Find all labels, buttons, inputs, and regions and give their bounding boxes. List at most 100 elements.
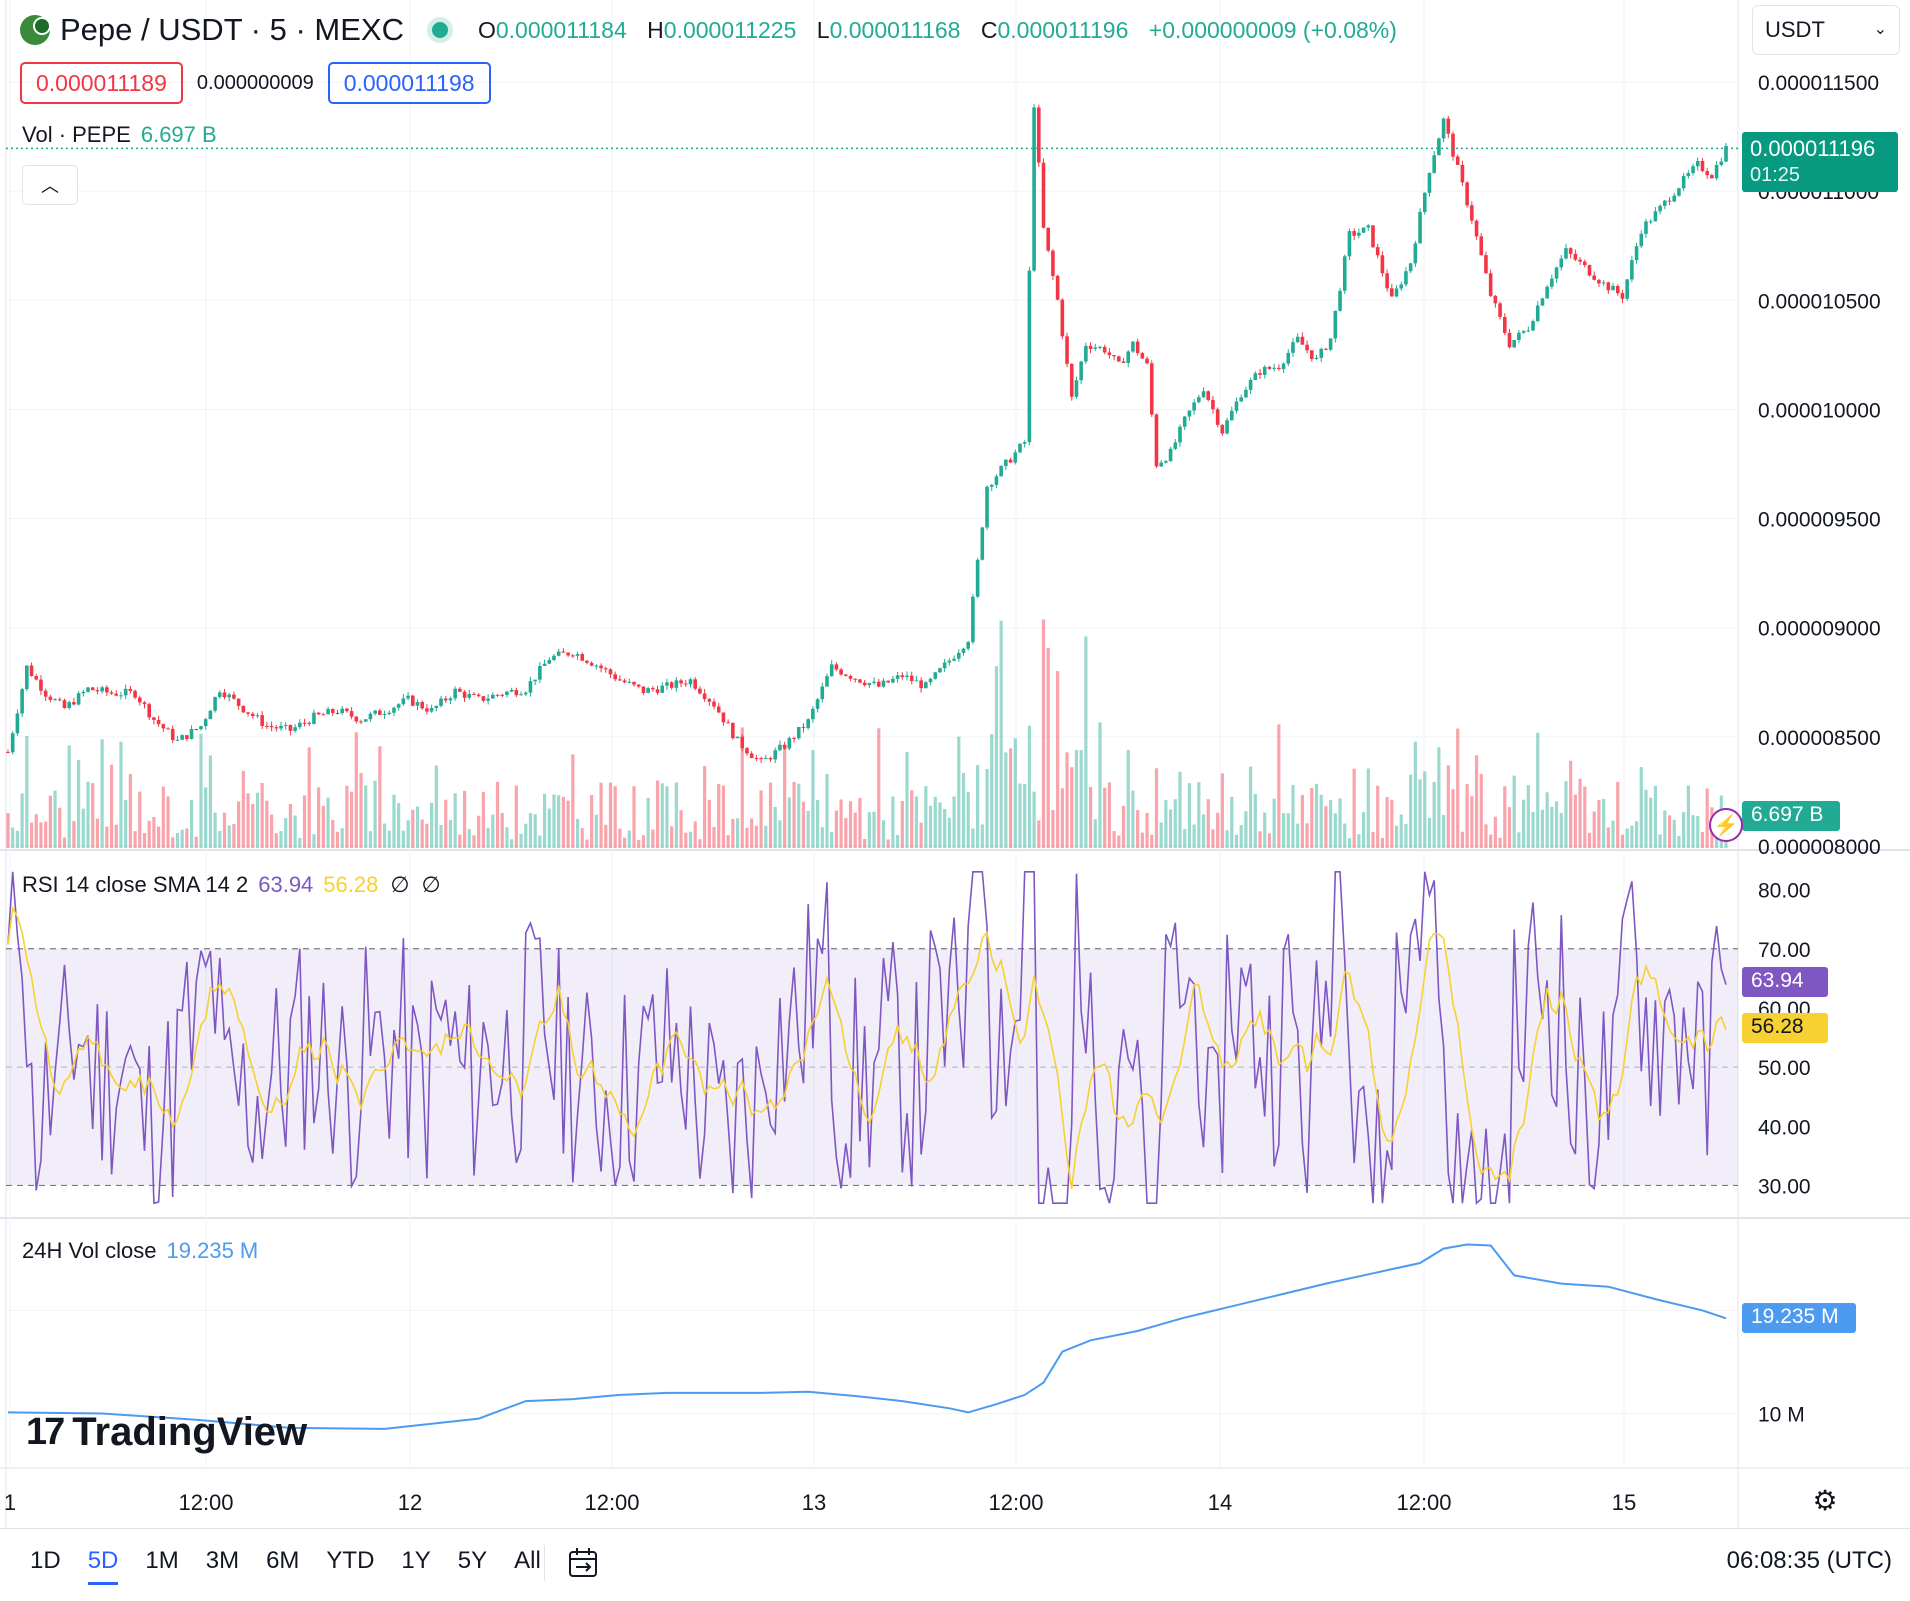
- volume-bar: [467, 828, 471, 848]
- candle-body: [1578, 259, 1582, 262]
- range-button-1d[interactable]: 1D: [30, 1547, 61, 1574]
- volume-bar: [514, 785, 518, 848]
- candle-body: [1135, 341, 1140, 354]
- range-button-5d[interactable]: 5D: [87, 1547, 119, 1585]
- candle-body: [1474, 220, 1479, 237]
- candle-body: [1380, 255, 1385, 274]
- symbol-title[interactable]: Pepe / USDT · 5 · MEXC: [60, 12, 404, 47]
- volume-bar: [1526, 785, 1530, 848]
- volume-bar: [1474, 755, 1479, 848]
- buy-button[interactable]: 0.000011198: [327, 62, 491, 104]
- spread-value: 0.000000009: [196, 71, 314, 94]
- volume-bar: [81, 808, 85, 848]
- range-button-6m[interactable]: 6M: [266, 1547, 300, 1574]
- rsi-badge: 63.94: [1742, 967, 1828, 997]
- candle-body: [547, 660, 552, 664]
- volume-bar: [1206, 799, 1210, 848]
- range-button-1y[interactable]: 1Y: [401, 1547, 431, 1574]
- volume-bar: [976, 765, 980, 848]
- volume-bar: [1667, 815, 1672, 848]
- volume-bar: [900, 800, 904, 848]
- volume-bar: [1220, 773, 1224, 848]
- volume-bar: [646, 797, 650, 848]
- volume-bar: [825, 773, 829, 848]
- volume-bar: [1037, 820, 1041, 848]
- volume-bar: [105, 826, 109, 848]
- range-button-3m[interactable]: 3M: [205, 1547, 240, 1574]
- calendar-icon[interactable]: [566, 1545, 602, 1581]
- volume-bar: [1564, 781, 1568, 848]
- collapse-legend-button[interactable]: ︿: [22, 165, 78, 205]
- utc-clock[interactable]: 06:08:35 (UTC): [1726, 1547, 1892, 1574]
- candle-body: [1639, 233, 1644, 247]
- candle-body: [528, 681, 533, 693]
- candle-body: [1710, 175, 1714, 179]
- candle-body: [806, 719, 810, 729]
- candle-body: [1319, 348, 1324, 358]
- volume-legend[interactable]: Vol · PEPE 6.697 B: [22, 122, 217, 148]
- candle-body: [1540, 298, 1545, 306]
- volume-bar: [1573, 794, 1577, 848]
- volume-bar: [1540, 809, 1545, 848]
- volume-bar: [237, 801, 241, 848]
- range-button-5y[interactable]: 5Y: [457, 1547, 488, 1574]
- rsi-legend[interactable]: RSI 14 close SMA 14 2 63.94 56.28 ∅ ∅: [22, 872, 441, 898]
- lightning-icon[interactable]: ⚡: [1709, 808, 1743, 842]
- candle-body: [674, 680, 679, 688]
- tradingview-logo[interactable]: 17 TradingView: [26, 1410, 307, 1455]
- vol24-legend[interactable]: 24H Vol close 19.235 M: [22, 1238, 258, 1264]
- candle-body: [1069, 363, 1074, 397]
- volume-bar: [430, 802, 434, 848]
- volume-bar: [317, 787, 321, 848]
- volume-bar: [778, 820, 782, 848]
- range-button-ytd[interactable]: YTD: [326, 1547, 375, 1574]
- volume-bar: [783, 745, 787, 848]
- candle-body: [1197, 397, 1201, 403]
- volume-bar: [302, 795, 307, 848]
- candle-body: [1328, 338, 1333, 350]
- volume-bar: [1686, 785, 1690, 848]
- candle-body: [693, 679, 697, 689]
- volume-bar: [171, 837, 175, 848]
- candle-body: [1427, 172, 1432, 193]
- candle-body: [1413, 243, 1418, 264]
- volume-bar: [345, 785, 349, 848]
- currency-select[interactable]: USDT ⌄: [1752, 5, 1900, 55]
- sell-button[interactable]: 0.000011189: [20, 62, 183, 104]
- volume-bar: [787, 797, 791, 848]
- volume-bar: [910, 790, 914, 848]
- candle-body: [1460, 164, 1465, 183]
- candle-body: [1192, 402, 1196, 411]
- candle-body: [1526, 330, 1531, 332]
- candle-body: [1399, 284, 1404, 289]
- candle-body: [1258, 373, 1262, 375]
- volume-bar: [477, 815, 481, 848]
- candle-body: [679, 680, 683, 684]
- volume-bar: [566, 800, 570, 848]
- candle-body: [439, 698, 443, 706]
- candle-body: [1107, 352, 1112, 356]
- volume-bar: [1249, 766, 1253, 848]
- candle-body: [1178, 426, 1182, 443]
- range-button-1m[interactable]: 1M: [145, 1547, 179, 1574]
- volume-bar: [1004, 752, 1008, 848]
- time-tick-label: 13: [802, 1490, 826, 1515]
- volume-bar: [815, 799, 820, 848]
- volume-bar: [1300, 794, 1304, 848]
- volume-bar: [594, 814, 598, 848]
- volume-bar: [1103, 787, 1107, 848]
- settings-gear-icon[interactable]: ⚙: [1812, 1485, 1838, 1516]
- candle-body: [476, 694, 481, 697]
- volume-bar: [109, 764, 114, 848]
- candle-body: [975, 559, 980, 597]
- volume-bar: [1211, 829, 1215, 848]
- candle-body: [302, 722, 307, 724]
- volume-bar: [1281, 813, 1286, 848]
- rsi-tick-label: 80.00: [1758, 880, 1811, 903]
- volume-bar: [161, 786, 165, 848]
- candle-body: [924, 682, 928, 689]
- candle-body: [1084, 345, 1088, 362]
- volume-bar: [1154, 768, 1159, 848]
- range-button-all[interactable]: All: [514, 1547, 541, 1574]
